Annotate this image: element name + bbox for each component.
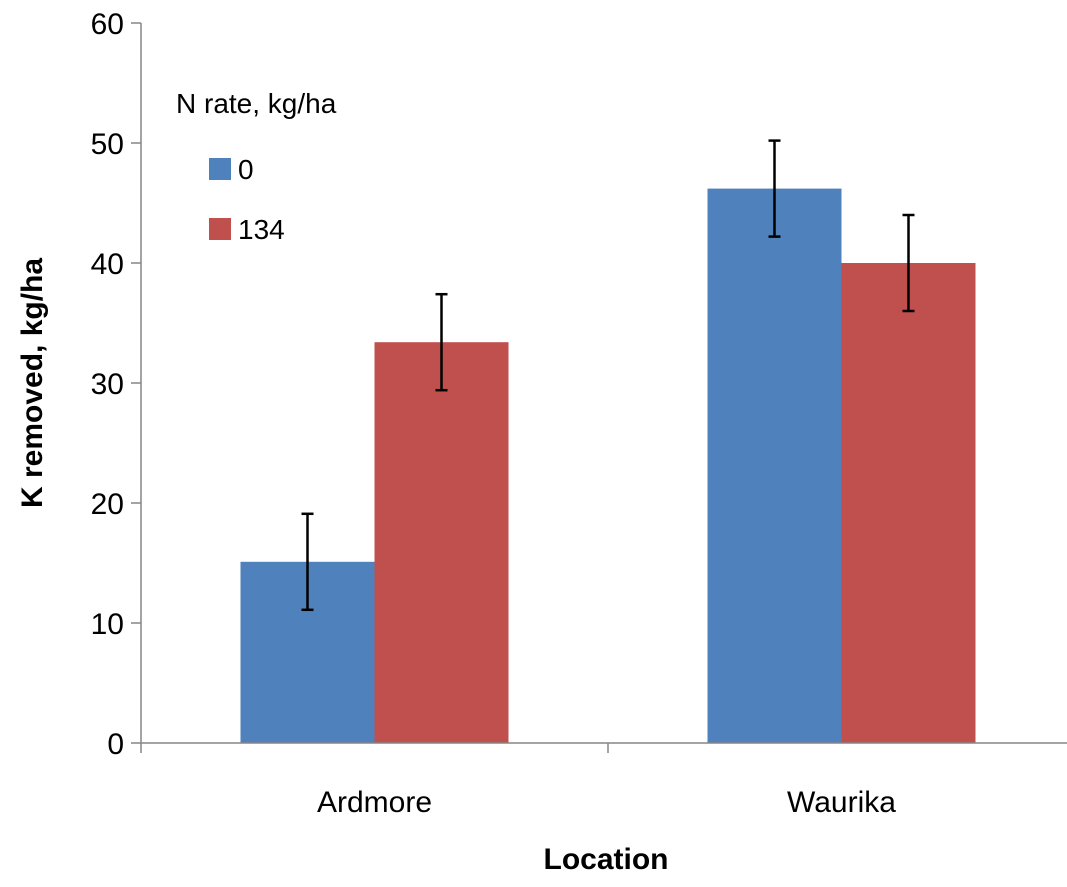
legend-items: 0 134 — [209, 154, 285, 245]
bars-layer — [240, 188, 976, 744]
legend-title: N rate, kg/ha — [176, 88, 337, 119]
legend: N rate, kg/ha 0 134 — [176, 88, 337, 245]
y-tick-label: 50 — [91, 128, 124, 161]
category-labels: Ardmore Waurika — [317, 786, 896, 819]
bar — [841, 263, 976, 743]
bar — [374, 342, 509, 743]
legend-swatch — [209, 158, 231, 180]
legend-swatch — [209, 218, 231, 240]
error-bars-layer — [301, 139, 915, 612]
ticks-layer: 0 10 20 30 40 50 60 — [91, 8, 609, 761]
y-tick-label: 20 — [91, 488, 124, 521]
category-label: Ardmore — [317, 786, 432, 819]
y-tick-label: 0 — [107, 728, 124, 761]
category-label: Waurika — [787, 786, 896, 819]
legend-label: 0 — [238, 154, 254, 185]
y-tick-label: 60 — [91, 8, 124, 41]
legend-label: 134 — [238, 214, 285, 245]
y-axis-title: K removed, kg/ha — [16, 258, 49, 508]
bar — [707, 188, 842, 744]
y-tick-label: 10 — [91, 608, 124, 641]
x-axis-title: Location — [544, 843, 669, 876]
y-tick-label: 40 — [91, 248, 124, 281]
y-tick-label: 30 — [91, 368, 124, 401]
